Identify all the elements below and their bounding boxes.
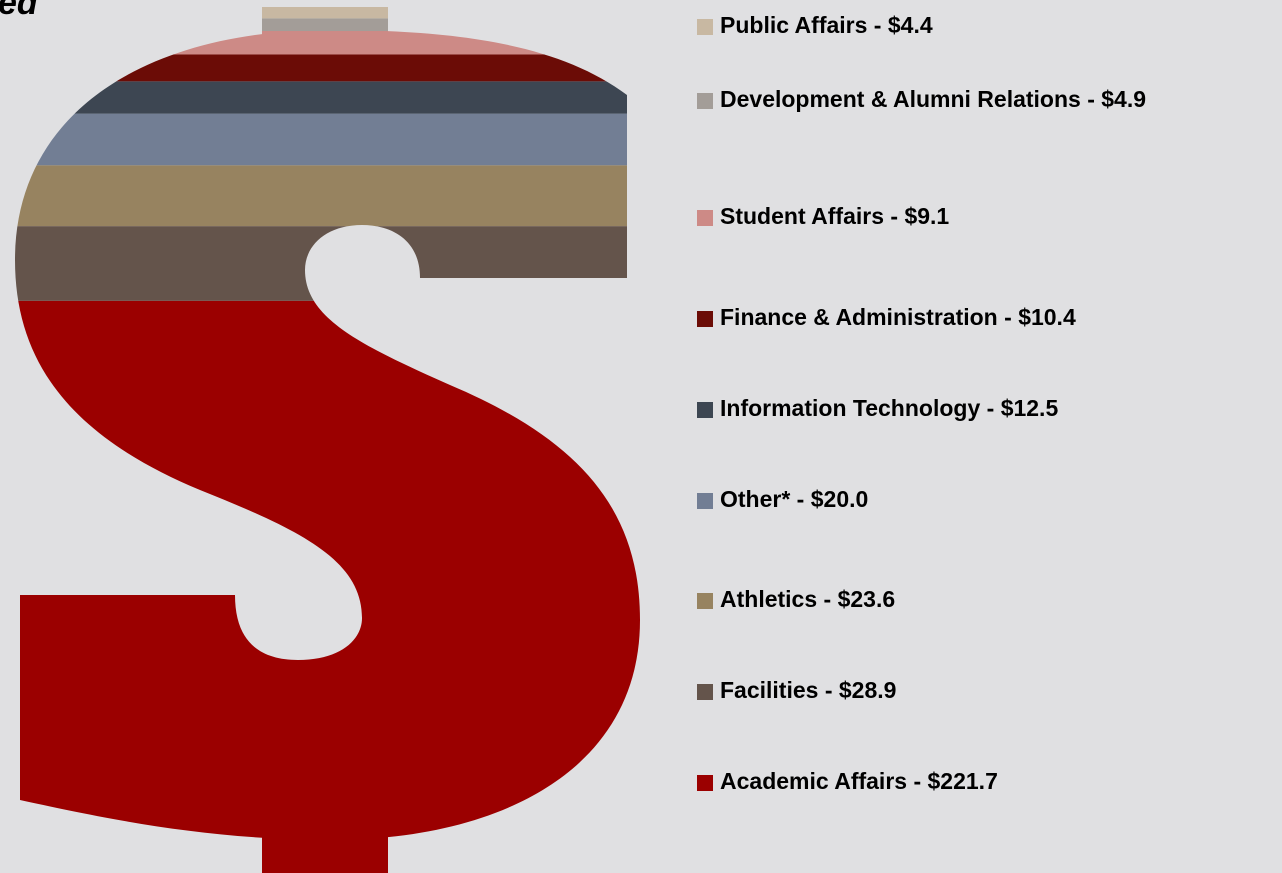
legend-separator: - [907,768,927,794]
legend-label: Facilities - $28.9 [720,677,896,703]
legend-name: Information Technology [720,395,980,421]
legend-swatch [697,19,713,35]
legend-separator: - [867,12,887,38]
legend-value: $10.4 [1018,304,1076,330]
legend-swatch [697,684,713,700]
stack-segment [15,54,640,82]
legend-name: Development & Alumni Relations [720,86,1081,112]
legend-separator: - [884,203,904,229]
stack-segment [15,165,640,227]
legend-swatch [697,210,713,226]
stack-segment [15,300,640,873]
legend-value: $221.7 [928,768,998,794]
legend-label: Other* - $20.0 [720,486,868,512]
legend-swatch [697,311,713,327]
legend-label: Public Affairs - $4.4 [720,12,933,38]
legend-separator: - [998,304,1018,330]
stack-segment [15,113,640,166]
legend-separator: - [980,395,1000,421]
legend-name: Finance & Administration [720,304,998,330]
stack-segment [15,81,640,114]
legend-swatch [697,93,713,109]
legend-value: $4.4 [888,12,933,38]
legend-separator: - [818,677,838,703]
legend-value: $23.6 [838,586,896,612]
stack-segment [15,31,640,55]
legend-value: $4.9 [1101,86,1146,112]
legend-value: $12.5 [1001,395,1059,421]
legend-label: Development & Alumni Relations - $4.9 [720,86,1146,112]
legend-label: Athletics - $23.6 [720,586,895,612]
legend-swatch [697,593,713,609]
legend-name: Facilities [720,677,818,703]
legend-name: Public Affairs [720,12,867,38]
legend-swatch [697,493,713,509]
dollar-shape [15,7,640,873]
stack-segment [15,7,640,19]
legend-label: Academic Affairs - $221.7 [720,768,998,794]
legend-label: Student Affairs - $9.1 [720,203,949,229]
legend-separator: - [817,586,837,612]
legend-value: $9.1 [904,203,949,229]
legend-value: $28.9 [839,677,897,703]
legend-name: Other* [720,486,790,512]
legend-swatch [697,775,713,791]
legend-separator: - [1081,86,1101,112]
legend-name: Student Affairs [720,203,884,229]
stack-segment [15,18,640,32]
legend-swatch [697,402,713,418]
legend-value: $20.0 [811,486,869,512]
legend-label: Information Technology - $12.5 [720,395,1058,421]
chart-title: ed [0,0,39,22]
legend-separator: - [790,486,810,512]
legend-label: Finance & Administration - $10.4 [720,304,1076,330]
legend-name: Athletics [720,586,817,612]
stack-segment [15,226,640,301]
legend-name: Academic Affairs [720,768,907,794]
